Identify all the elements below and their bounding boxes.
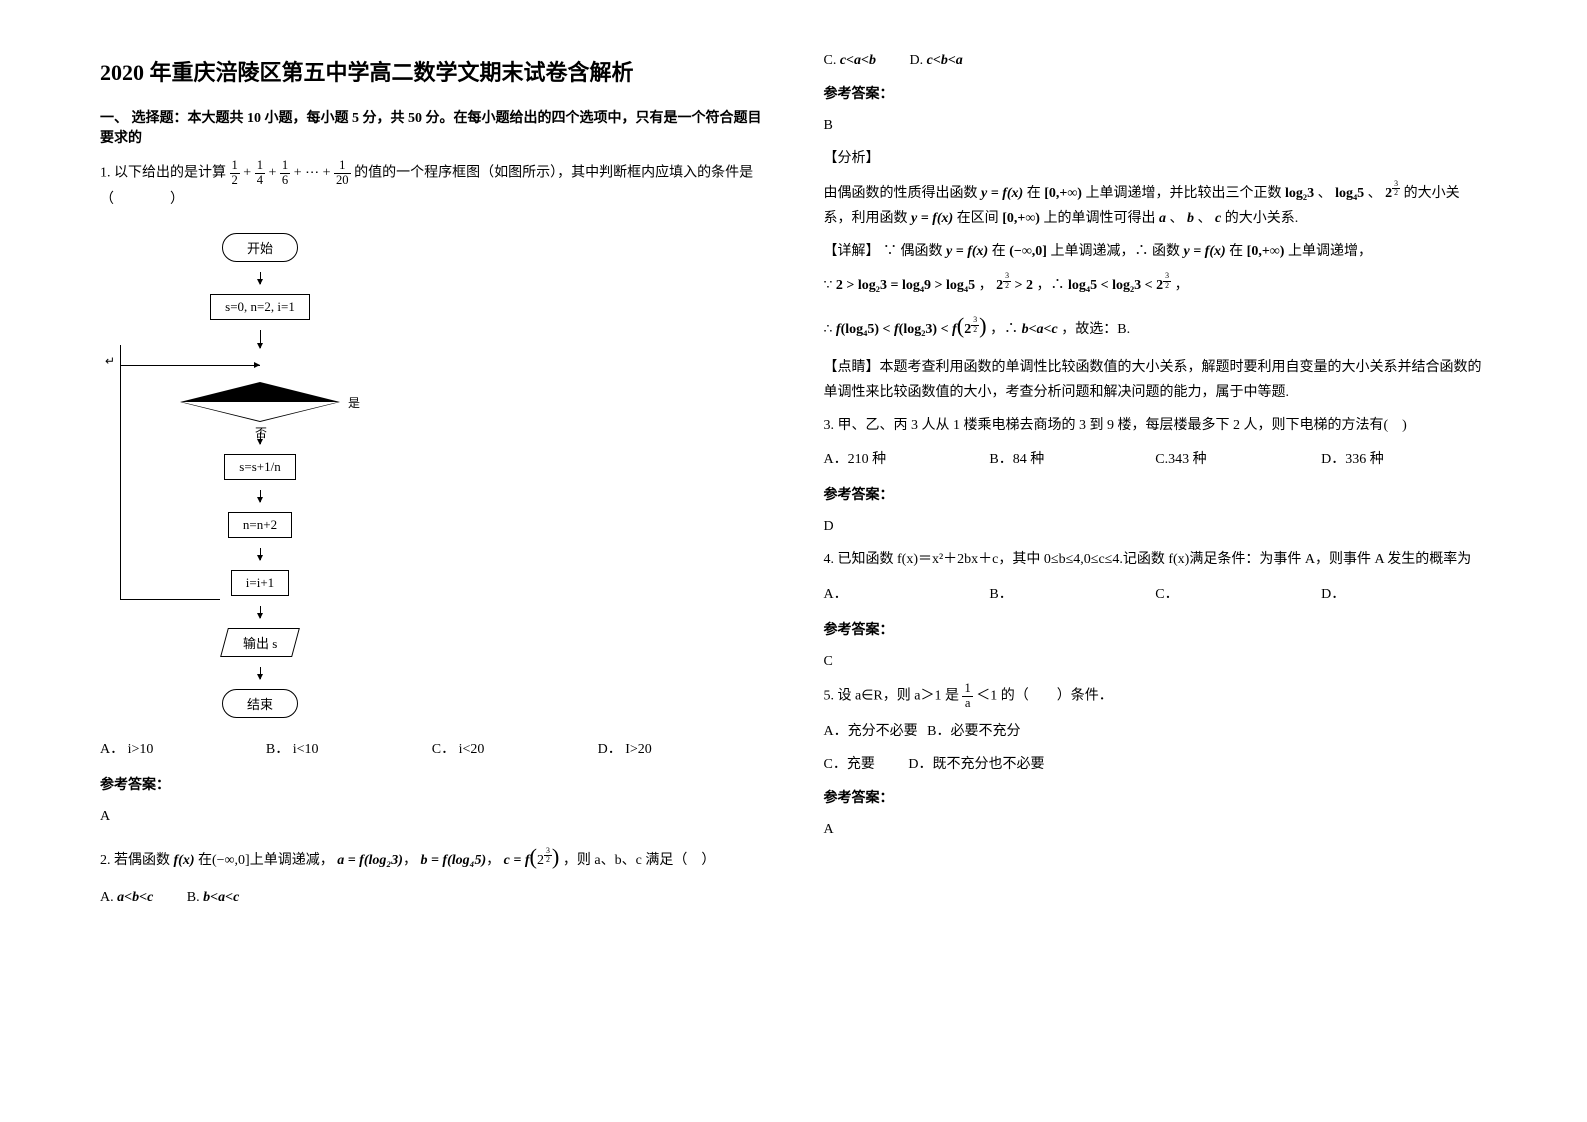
q2-detail-label: 【详解】	[824, 244, 880, 259]
q4-opt-a: A．	[824, 583, 990, 603]
q4-text: 4. 已知函数 f(x)＝x²＋2bx＋c，其中 0≤b≤4,0≤c≤4.记函数…	[824, 547, 1488, 572]
q2-b-expr: b = f(log₄5)	[420, 853, 486, 868]
q1-frac-2: 14	[255, 159, 265, 188]
q2-answer-label: 参考答案：	[824, 83, 1488, 103]
fc-output-text: 输出 s	[243, 633, 277, 652]
fc-arrow	[260, 490, 261, 502]
left-column: 2020 年重庆涪陵区第五中学高二数学文期末试卷含解析 一、 选择题：本大题共 …	[100, 40, 764, 918]
fc-arrow	[260, 272, 261, 284]
q1-flowchart: 开始 s=0, n=2, i=1 ↵ 是 否 s=s+1/n n=n+2 i=i…	[160, 233, 360, 718]
fc-end: 结束	[222, 689, 298, 718]
q3-opt-c: C.343 种	[1155, 448, 1321, 468]
q2-mid1: 在(−∞,0]上单调递减，	[198, 853, 334, 868]
section-1-heading: 一、 选择题：本大题共 10 小题，每小题 5 分，共 50 分。在每小题给出的…	[100, 107, 764, 147]
q4-answer: C	[824, 649, 1488, 674]
fc-output: 输出 s	[220, 628, 300, 657]
q1-opt-d: D． I>20	[598, 738, 764, 758]
fc-decision: 是 否	[180, 382, 340, 422]
q2-comment-label: 【点睛】	[824, 360, 880, 375]
q5-post: ＜1 的（ ）条件．	[976, 688, 1113, 703]
q2-answer: B	[824, 113, 1488, 138]
fc-arrow	[260, 606, 261, 618]
q5-text: 5. 设 a∈R，则 a＞1 是 1a ＜1 的（ ）条件．	[824, 682, 1488, 711]
fc-step3: i=i+1	[231, 570, 289, 596]
q2-comment: 【点睛】本题考查利用函数的单调性比较函数值的大小关系，解题时要利用自变量的大小关…	[824, 355, 1488, 405]
q1-answer-label: 参考答案：	[100, 774, 764, 794]
q2-detail-3: ∴ f(log₄5) < f(log₂3) < f(232) ，∴ b<a<c …	[824, 306, 1488, 346]
q5-opt-b: B．必要不充分	[927, 724, 1020, 739]
q3-options: A．210 种 B．84 种 C.343 种 D．336 种	[824, 448, 1488, 474]
fc-loop-enter: ↵	[105, 354, 115, 369]
q2-detail-2: ∵ 2 > log₂3 = log₄9 > log₄5 ， 232 > 2 ，∴…	[824, 272, 1488, 298]
fc-step1: s=s+1/n	[224, 454, 295, 480]
q5-opt-d: D．既不充分也不必要	[908, 757, 1044, 772]
q4-answer-label: 参考答案：	[824, 619, 1488, 639]
q4-options: A． B． C． D．	[824, 583, 1488, 609]
q2-opt-d-label: D.	[910, 53, 924, 68]
fc-init: s=0, n=2, i=1	[210, 294, 310, 320]
q2-opt-b-label: B.	[187, 890, 200, 905]
exam-title: 2020 年重庆涪陵区第五中学高二数学文期末试卷含解析	[100, 55, 764, 87]
q5-opts-row2: C．充要 D．既不充分也不必要	[824, 752, 1488, 777]
q2-ana1-pre: 由偶函数的性质得出函数	[824, 186, 982, 201]
q2-a-expr: a = f(log₂3)	[337, 853, 403, 868]
q3-text: 3. 甲、乙、丙 3 人从 1 楼乘电梯去商场的 3 到 9 楼，每层楼最多下 …	[824, 413, 1488, 438]
q1-opt-a: A． i>10	[100, 738, 266, 758]
q2-opt-a-label: A.	[100, 890, 114, 905]
q1-frac-3: 16	[280, 159, 290, 188]
q5-pre: 5. 设 a∈R，则 a＞1 是	[824, 688, 963, 703]
q1-opt-c: C． i<20	[432, 738, 598, 758]
q1-opt-b: B． i<10	[266, 738, 432, 758]
q2-analysis-1: 由偶函数的性质得出函数 y = f(x) 在 [0,+∞) 上单调递增，并比较出…	[824, 180, 1488, 231]
q4-opt-c: C．	[1155, 583, 1321, 603]
q1-frac-1: 12	[230, 159, 240, 188]
fc-loopback-h	[120, 599, 220, 600]
q5-opt-a: A．充分不必要	[824, 724, 918, 739]
q3-answer: D	[824, 514, 1488, 539]
q3-opt-b: B．84 种	[989, 448, 1155, 468]
q2-opts-ab: A. a<b<c B. b<a<c	[100, 885, 764, 910]
q2-text: 2. 若偶函数 f(x) 在(−∞,0]上单调递减， a = f(log₂3) ，…	[100, 837, 764, 877]
q5-answer: A	[824, 817, 1488, 842]
q2-fx: f(x)	[174, 853, 195, 868]
q5-answer-label: 参考答案：	[824, 787, 1488, 807]
q2-opts-cd: C. c<a<b D. c<b<a	[824, 48, 1488, 73]
fc-arrow	[260, 330, 261, 348]
q1-frac-4: 120	[334, 159, 351, 188]
fc-loopback-v	[120, 345, 121, 600]
q1-text: 1. 以下给出的是计算 12 + 14 + 16 + ⋯ + 120 的值的一个…	[100, 159, 764, 213]
q2-pre: 2. 若偶函数	[100, 853, 174, 868]
q1-answer: A	[100, 804, 764, 829]
fc-arrow	[260, 667, 261, 679]
fc-start: 开始	[222, 233, 298, 262]
q1-options: A． i>10 B． i<10 C． i<20 D． I>20	[100, 738, 764, 764]
q2-opt-c-label: C.	[824, 53, 837, 68]
q5-opts-row1: A．充分不必要 B．必要不充分	[824, 719, 1488, 744]
fc-arrow	[260, 432, 261, 444]
q5-frac: 1a	[962, 682, 972, 711]
q2-analysis-label: 【分析】	[824, 146, 1488, 171]
q1-pre: 1. 以下给出的是计算	[100, 165, 230, 180]
q2-end: ，则 a、b、c 满足（ ）	[563, 853, 715, 868]
fc-arrow	[260, 548, 261, 560]
q2-detail-1: 【详解】 ∵ 偶函数 y = f(x) 在 (−∞,0] 上单调递减，∴ 函数 …	[824, 239, 1488, 264]
q3-answer-label: 参考答案：	[824, 484, 1488, 504]
q3-opt-a: A．210 种	[824, 448, 990, 468]
fc-yes-label: 是	[348, 394, 360, 411]
q4-opt-b: B．	[989, 583, 1155, 603]
q5-opt-c: C．充要	[824, 757, 875, 772]
q2-comment-text: 本题考查利用函数的单调性比较函数值的大小关系，解题时要利用自变量的大小关系并结合…	[824, 360, 1482, 400]
fc-step2: n=n+2	[228, 512, 292, 538]
q4-opt-d: D．	[1321, 583, 1487, 603]
q3-opt-d: D．336 种	[1321, 448, 1487, 468]
right-column: C. c<a<b D. c<b<a 参考答案： B 【分析】 由偶函数的性质得出…	[824, 40, 1488, 918]
